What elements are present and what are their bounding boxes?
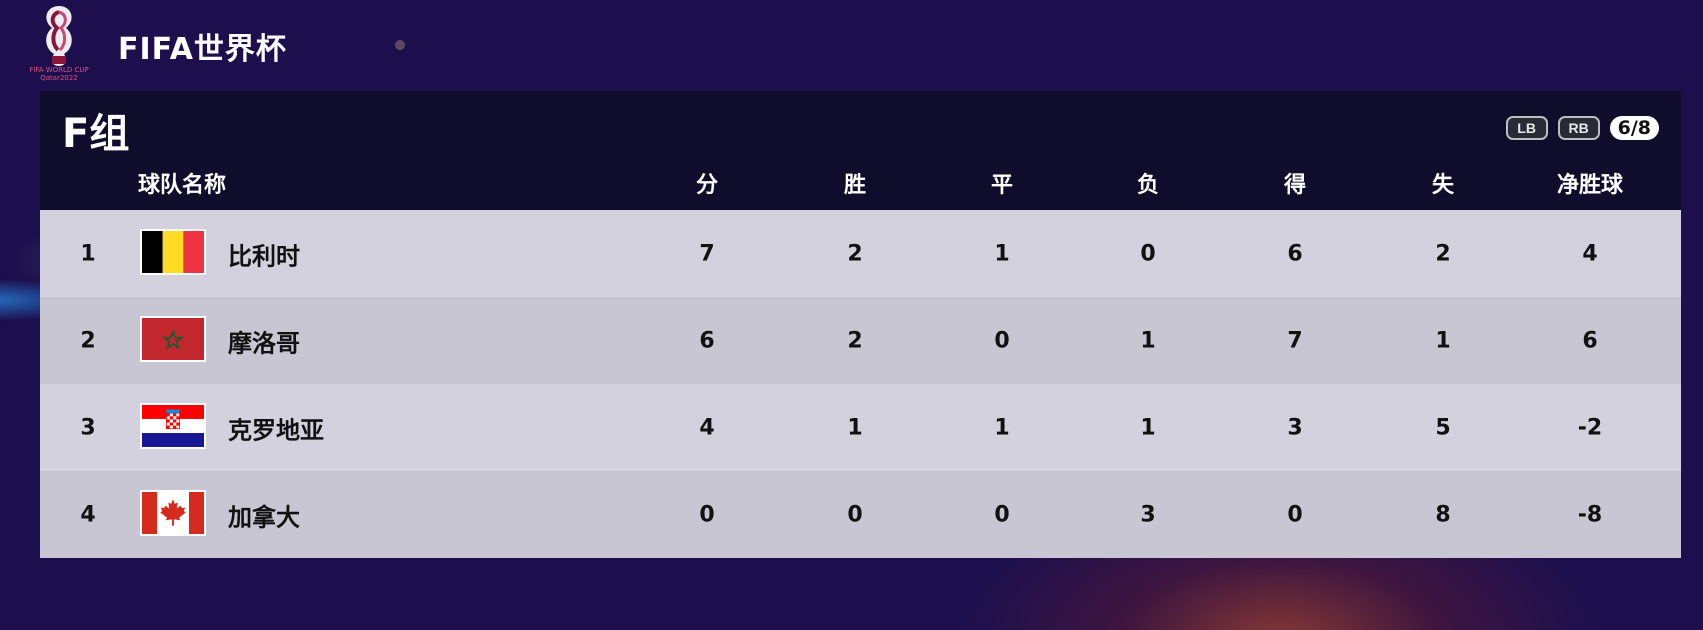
standings-panel: F组 LB RB 6/8 球队名称 分 胜 平 负 得 失 净胜球 1 bbox=[40, 91, 1681, 563]
goals-for-cell: 7 bbox=[1287, 328, 1303, 353]
draws-cell: 0 bbox=[994, 328, 1010, 353]
goals-for-cell: 0 bbox=[1287, 502, 1303, 527]
team-name: 比利时 bbox=[228, 242, 300, 270]
draws-cell: 1 bbox=[994, 241, 1010, 266]
goals-for-cell: 3 bbox=[1287, 415, 1303, 440]
goal-diff-cell: -8 bbox=[1577, 502, 1603, 527]
table-header: 球队名称 分 胜 平 负 得 失 净胜球 bbox=[40, 155, 1681, 210]
wins-cell: 0 bbox=[847, 502, 863, 527]
paint-splash-decoration bbox=[395, 40, 405, 50]
page-indicator: 6/8 bbox=[1609, 116, 1659, 140]
wins-cell: 1 bbox=[847, 415, 863, 440]
rank: 3 bbox=[80, 415, 96, 440]
points-cell: 0 bbox=[699, 502, 715, 527]
header-goals-for: 得 bbox=[1283, 172, 1307, 198]
header-draws: 平 bbox=[990, 172, 1014, 198]
goals-against-cell: 8 bbox=[1435, 502, 1451, 527]
belgium-flag-icon bbox=[140, 229, 206, 275]
rank: 2 bbox=[80, 328, 96, 353]
points-cell: 7 bbox=[699, 241, 715, 266]
losses-cell: 3 bbox=[1140, 502, 1156, 527]
goal-diff-cell: 4 bbox=[1582, 241, 1598, 266]
points-cell: 6 bbox=[699, 328, 715, 353]
header-goal-diff: 净胜球 bbox=[1556, 172, 1624, 198]
goals-against-cell: 1 bbox=[1435, 328, 1451, 353]
group-title: F组 bbox=[62, 111, 130, 157]
morocco-flag-icon bbox=[140, 316, 206, 362]
goals-for-cell: 6 bbox=[1287, 241, 1303, 266]
logo-caption: FIFA WORLD CUP Qatar2022 bbox=[29, 66, 89, 82]
team-name: 克罗地亚 bbox=[228, 416, 324, 444]
rank: 4 bbox=[80, 502, 96, 527]
draws-cell: 0 bbox=[994, 502, 1010, 527]
goal-diff-cell: 6 bbox=[1582, 328, 1598, 353]
goals-against-cell: 5 bbox=[1435, 415, 1451, 440]
losses-cell: 0 bbox=[1140, 241, 1156, 266]
team-name: 摩洛哥 bbox=[228, 329, 300, 357]
goal-diff-cell: -2 bbox=[1577, 415, 1603, 440]
points-cell: 4 bbox=[699, 415, 715, 440]
goals-against-cell: 2 bbox=[1435, 241, 1451, 266]
world-cup-logo-icon bbox=[46, 6, 72, 66]
losses-cell: 1 bbox=[1140, 415, 1156, 440]
header-goals-against: 失 bbox=[1431, 172, 1455, 198]
table-row[interactable]: 3 bbox=[40, 384, 1681, 471]
wins-cell: 2 bbox=[847, 328, 863, 353]
team-name: 加拿大 bbox=[228, 503, 300, 531]
group-pager: LB RB 6/8 bbox=[1505, 116, 1659, 140]
table-row[interactable]: 4 加拿大 0 0 0 3 0 8 -8 bbox=[40, 471, 1681, 558]
header-losses: 负 bbox=[1136, 172, 1160, 198]
header-team: 球队名称 bbox=[138, 172, 227, 198]
losses-cell: 1 bbox=[1140, 328, 1156, 353]
next-group-button[interactable]: RB bbox=[1557, 116, 1600, 140]
rank: 1 bbox=[80, 241, 96, 266]
croatia-flag-icon bbox=[140, 403, 206, 449]
table-row[interactable]: 1 比利时 7 2 1 0 6 2 4 bbox=[40, 210, 1681, 297]
group-header: F组 LB RB 6/8 bbox=[40, 91, 1681, 157]
canada-flag-icon bbox=[140, 490, 206, 536]
header-points: 分 bbox=[695, 172, 719, 198]
draws-cell: 1 bbox=[994, 415, 1010, 440]
table-row[interactable]: 2 摩洛哥 6 2 0 1 7 1 6 bbox=[40, 297, 1681, 384]
wins-cell: 2 bbox=[847, 241, 863, 266]
prev-group-button[interactable]: LB bbox=[1505, 116, 1548, 140]
header-wins: 胜 bbox=[843, 172, 867, 198]
app-title: FIFA世界杯 bbox=[118, 32, 287, 67]
